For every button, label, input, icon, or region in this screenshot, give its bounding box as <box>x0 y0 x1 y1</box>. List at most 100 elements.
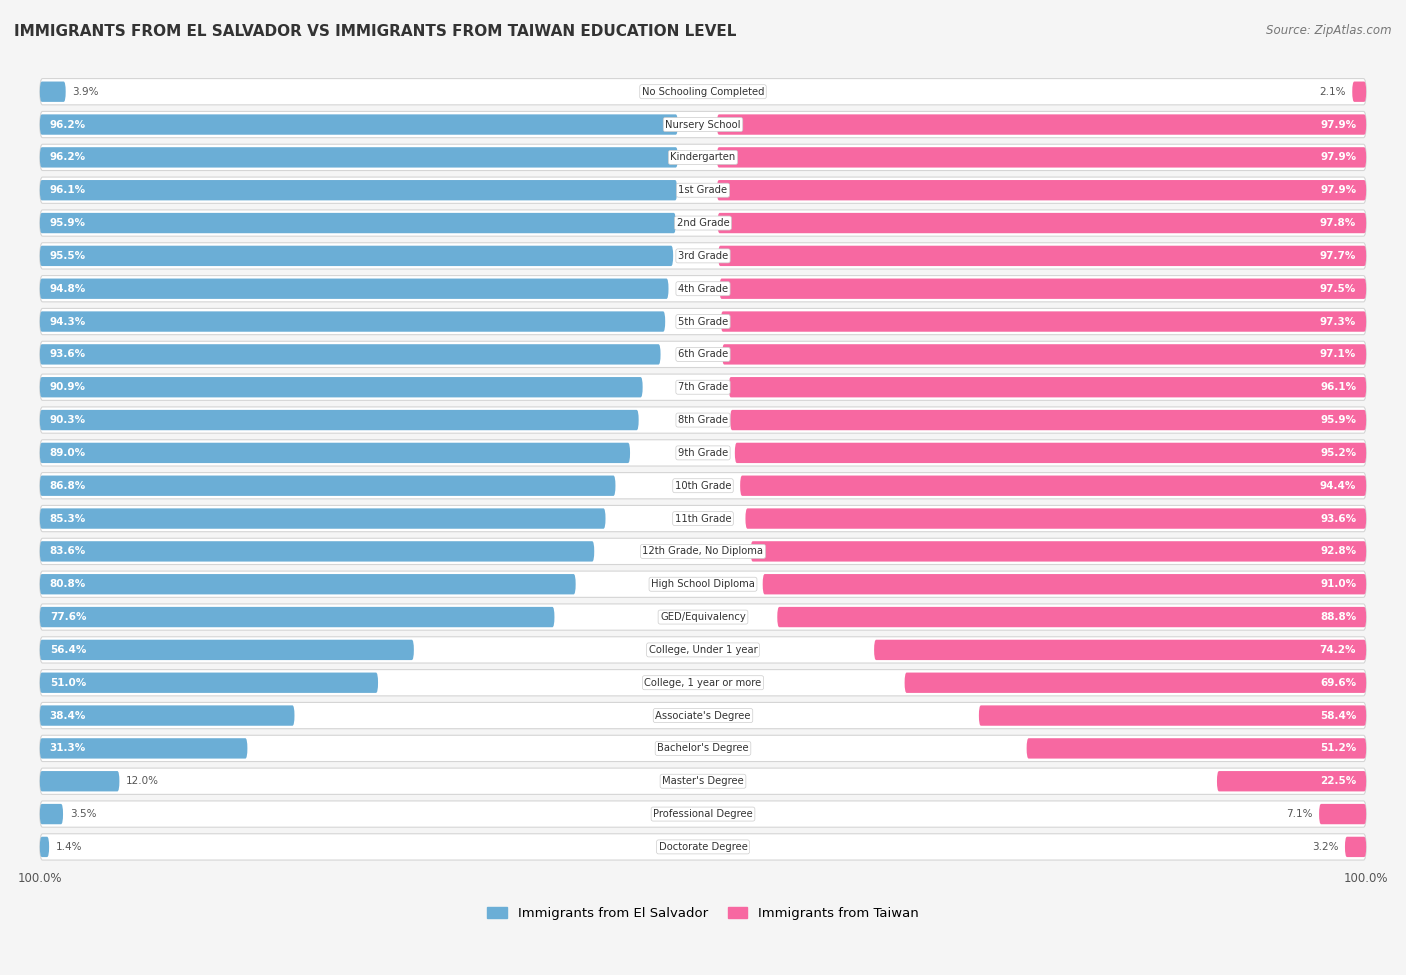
FancyBboxPatch shape <box>39 308 1367 334</box>
Text: Source: ZipAtlas.com: Source: ZipAtlas.com <box>1267 24 1392 37</box>
Text: 86.8%: 86.8% <box>49 481 86 490</box>
FancyBboxPatch shape <box>39 604 1367 630</box>
FancyBboxPatch shape <box>39 505 1367 531</box>
FancyBboxPatch shape <box>39 144 1367 171</box>
Text: 2nd Grade: 2nd Grade <box>676 218 730 228</box>
FancyBboxPatch shape <box>39 180 678 201</box>
Text: 95.9%: 95.9% <box>1320 415 1357 425</box>
FancyBboxPatch shape <box>39 804 63 824</box>
Text: 80.8%: 80.8% <box>49 579 86 589</box>
Text: 22.5%: 22.5% <box>1320 776 1357 786</box>
FancyBboxPatch shape <box>39 279 668 299</box>
Text: 3rd Grade: 3rd Grade <box>678 251 728 261</box>
Text: 94.3%: 94.3% <box>49 317 86 327</box>
FancyBboxPatch shape <box>39 377 643 398</box>
Text: Master's Degree: Master's Degree <box>662 776 744 786</box>
FancyBboxPatch shape <box>39 147 678 168</box>
FancyBboxPatch shape <box>39 834 1367 860</box>
Text: 77.6%: 77.6% <box>49 612 86 622</box>
Text: 97.9%: 97.9% <box>1320 120 1357 130</box>
FancyBboxPatch shape <box>39 640 413 660</box>
FancyBboxPatch shape <box>39 702 1367 728</box>
Text: Bachelor's Degree: Bachelor's Degree <box>657 743 749 754</box>
FancyBboxPatch shape <box>39 374 1367 401</box>
FancyBboxPatch shape <box>723 344 1367 365</box>
FancyBboxPatch shape <box>717 180 1367 201</box>
Text: 97.8%: 97.8% <box>1320 218 1357 228</box>
Text: 88.8%: 88.8% <box>1320 612 1357 622</box>
FancyBboxPatch shape <box>39 344 661 365</box>
Text: Professional Degree: Professional Degree <box>654 809 752 819</box>
Text: High School Diploma: High School Diploma <box>651 579 755 589</box>
Text: 97.9%: 97.9% <box>1320 185 1357 195</box>
Text: 94.8%: 94.8% <box>49 284 86 293</box>
FancyBboxPatch shape <box>721 311 1367 332</box>
FancyBboxPatch shape <box>717 213 1367 233</box>
FancyBboxPatch shape <box>1218 771 1367 792</box>
Text: 7th Grade: 7th Grade <box>678 382 728 392</box>
Text: 95.2%: 95.2% <box>1320 448 1357 458</box>
Text: 97.9%: 97.9% <box>1320 152 1357 163</box>
FancyBboxPatch shape <box>39 508 606 528</box>
Text: Associate's Degree: Associate's Degree <box>655 711 751 721</box>
Text: IMMIGRANTS FROM EL SALVADOR VS IMMIGRANTS FROM TAIWAN EDUCATION LEVEL: IMMIGRANTS FROM EL SALVADOR VS IMMIGRANT… <box>14 24 737 39</box>
FancyBboxPatch shape <box>39 407 1367 433</box>
FancyBboxPatch shape <box>39 574 575 595</box>
Text: 93.6%: 93.6% <box>1320 514 1357 524</box>
Text: 9th Grade: 9th Grade <box>678 448 728 458</box>
Text: 6th Grade: 6th Grade <box>678 349 728 360</box>
Text: College, Under 1 year: College, Under 1 year <box>648 644 758 655</box>
Text: 3.2%: 3.2% <box>1312 841 1339 852</box>
Text: 7.1%: 7.1% <box>1286 809 1312 819</box>
FancyBboxPatch shape <box>39 670 1367 696</box>
Text: 96.1%: 96.1% <box>1320 382 1357 392</box>
FancyBboxPatch shape <box>39 341 1367 368</box>
FancyBboxPatch shape <box>39 837 49 857</box>
Text: 96.1%: 96.1% <box>49 185 86 195</box>
FancyBboxPatch shape <box>39 538 1367 565</box>
Text: 56.4%: 56.4% <box>49 644 86 655</box>
FancyBboxPatch shape <box>762 574 1367 595</box>
FancyBboxPatch shape <box>39 768 1367 795</box>
Text: 31.3%: 31.3% <box>49 743 86 754</box>
Text: 5th Grade: 5th Grade <box>678 317 728 327</box>
Text: Nursery School: Nursery School <box>665 120 741 130</box>
FancyBboxPatch shape <box>1346 837 1367 857</box>
Text: 3.9%: 3.9% <box>72 87 98 97</box>
Text: 12.0%: 12.0% <box>127 776 159 786</box>
Text: 89.0%: 89.0% <box>49 448 86 458</box>
FancyBboxPatch shape <box>728 377 1367 398</box>
FancyBboxPatch shape <box>1319 804 1367 824</box>
FancyBboxPatch shape <box>39 276 1367 302</box>
FancyBboxPatch shape <box>718 246 1367 266</box>
Text: 95.9%: 95.9% <box>49 218 86 228</box>
Text: 97.1%: 97.1% <box>1320 349 1357 360</box>
Text: GED/Equivalency: GED/Equivalency <box>661 612 745 622</box>
Text: 97.3%: 97.3% <box>1320 317 1357 327</box>
FancyBboxPatch shape <box>904 673 1367 693</box>
Text: 10th Grade: 10th Grade <box>675 481 731 490</box>
FancyBboxPatch shape <box>39 410 638 430</box>
FancyBboxPatch shape <box>39 177 1367 204</box>
Text: 38.4%: 38.4% <box>49 711 86 721</box>
Text: Kindergarten: Kindergarten <box>671 152 735 163</box>
FancyBboxPatch shape <box>39 705 294 725</box>
FancyBboxPatch shape <box>39 673 378 693</box>
Text: No Schooling Completed: No Schooling Completed <box>641 87 765 97</box>
FancyBboxPatch shape <box>39 213 676 233</box>
Text: 96.2%: 96.2% <box>49 120 86 130</box>
FancyBboxPatch shape <box>720 279 1367 299</box>
Text: 85.3%: 85.3% <box>49 514 86 524</box>
FancyBboxPatch shape <box>39 735 1367 761</box>
FancyBboxPatch shape <box>39 541 595 562</box>
FancyBboxPatch shape <box>745 508 1367 528</box>
Legend: Immigrants from El Salvador, Immigrants from Taiwan: Immigrants from El Salvador, Immigrants … <box>482 902 924 925</box>
FancyBboxPatch shape <box>39 210 1367 236</box>
Text: 100.0%: 100.0% <box>18 872 62 884</box>
Text: 12th Grade, No Diploma: 12th Grade, No Diploma <box>643 546 763 557</box>
Text: 93.6%: 93.6% <box>49 349 86 360</box>
Text: Doctorate Degree: Doctorate Degree <box>658 841 748 852</box>
FancyBboxPatch shape <box>717 114 1367 135</box>
Text: 95.5%: 95.5% <box>49 251 86 261</box>
Text: 97.5%: 97.5% <box>1320 284 1357 293</box>
